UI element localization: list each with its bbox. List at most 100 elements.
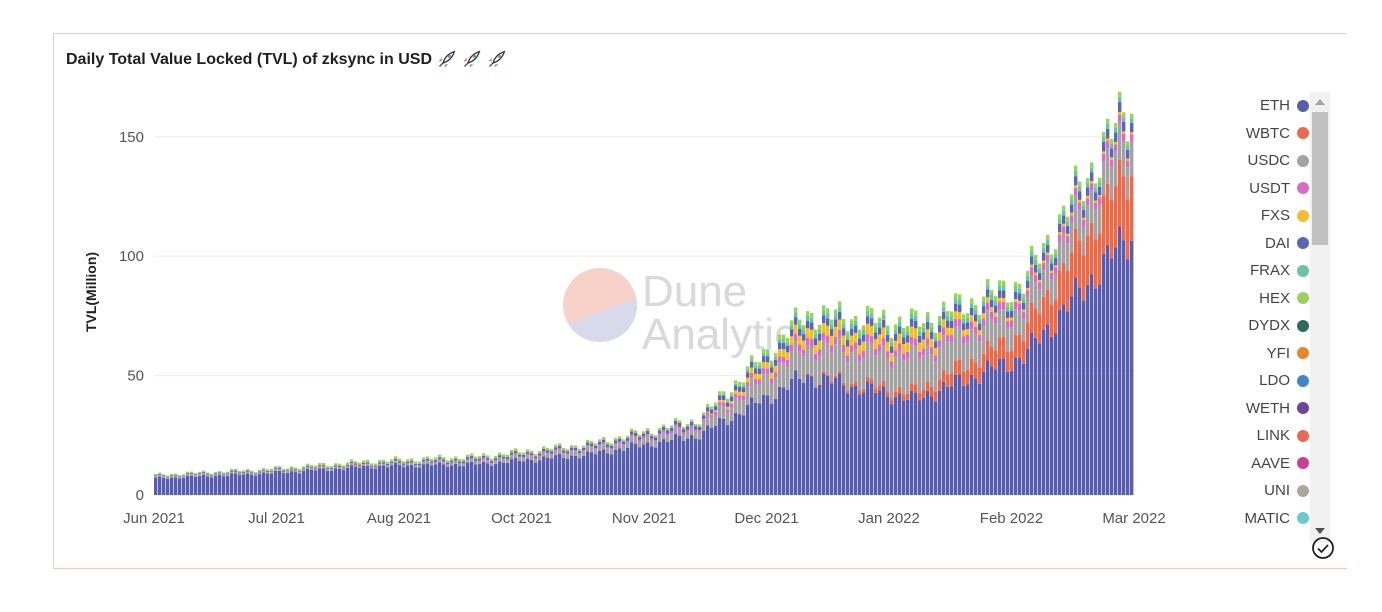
legend-item[interactable]: YFI <box>1199 340 1309 368</box>
bar-segment <box>1034 264 1038 273</box>
bar-segment <box>834 336 838 345</box>
bar-segment <box>658 433 662 436</box>
bar-segment <box>706 407 710 412</box>
legend-item[interactable]: WBTC <box>1199 120 1309 148</box>
bar-segment <box>746 386 750 405</box>
bar-segment <box>202 472 206 474</box>
bar-segment <box>290 468 294 470</box>
bar-segment <box>418 461 422 464</box>
bar-segment <box>270 469 274 471</box>
rocket-icon <box>488 50 506 68</box>
bar-segment <box>1098 284 1102 495</box>
bar-segment <box>366 465 370 495</box>
legend-item[interactable]: ETH <box>1199 92 1309 120</box>
bar-segment <box>902 337 906 345</box>
bar-segment <box>410 462 414 464</box>
bar-segment <box>198 471 202 474</box>
bar-segment <box>1098 233 1102 285</box>
bar-segment <box>1042 260 1046 263</box>
legend-swatch <box>1297 402 1309 415</box>
bar-segment <box>194 474 198 476</box>
bar-segment <box>418 467 422 495</box>
scroll-down-icon[interactable] <box>1315 528 1325 534</box>
bar-segment <box>322 468 326 495</box>
bar-segment <box>1058 241 1062 271</box>
legend-item[interactable]: FRAX <box>1199 257 1309 285</box>
bar-segment <box>1114 247 1118 495</box>
bar-segment <box>262 468 266 470</box>
bar-segment <box>1094 187 1098 193</box>
bar-segment <box>634 430 638 433</box>
bar-segment <box>1098 177 1102 183</box>
bar-segment <box>562 450 566 453</box>
legend-scrollbar[interactable] <box>1310 92 1330 542</box>
legend-item[interactable]: LINK <box>1199 422 1309 450</box>
bar-segment <box>1078 287 1082 495</box>
bar-segment <box>298 469 302 471</box>
bar-segment <box>542 446 546 449</box>
legend-item[interactable]: USDT <box>1199 175 1309 203</box>
bar-segment <box>1074 165 1078 171</box>
bar-segment <box>910 313 914 319</box>
bar-segment <box>1022 309 1026 312</box>
bar-segment <box>1058 214 1062 220</box>
legend-item[interactable]: UNI <box>1199 477 1309 505</box>
bar-segment <box>1126 149 1130 159</box>
bar-segment <box>486 457 490 460</box>
bar-segment <box>874 355 878 389</box>
bar-segment <box>974 309 978 315</box>
bar-segment <box>502 462 506 495</box>
legend-item[interactable]: WETH <box>1199 395 1309 423</box>
bar-segment <box>410 464 414 495</box>
bar-segment <box>310 467 314 469</box>
bar-segment <box>886 391 890 397</box>
bar-segment <box>586 445 590 447</box>
bar-segment <box>1026 290 1030 298</box>
bar-segment <box>550 453 554 455</box>
bar-segment <box>1082 226 1086 256</box>
bar-segment <box>774 377 778 399</box>
bar-segment <box>530 450 534 454</box>
legend-item[interactable]: DAI <box>1199 230 1309 258</box>
bar-segment <box>406 459 410 462</box>
bar-segment <box>290 469 294 472</box>
bar-segment <box>1126 259 1130 495</box>
bar-segment <box>1114 132 1118 142</box>
bar-segment <box>966 370 970 385</box>
bar-segment <box>222 475 226 477</box>
bar-segment <box>826 374 830 376</box>
bar-segment <box>1030 264 1034 268</box>
legend-item[interactable]: AAVE <box>1199 450 1309 478</box>
bar-segment <box>438 460 442 463</box>
bar-segment <box>998 285 1002 291</box>
bar-segment <box>442 461 446 463</box>
scroll-thumb[interactable] <box>1312 112 1328 245</box>
bar-segment <box>854 315 858 321</box>
bar-segment <box>366 460 370 463</box>
bar-segment <box>762 353 766 357</box>
bar-segment <box>230 472 234 474</box>
legend-item[interactable]: USDC <box>1199 147 1309 175</box>
bar-segment <box>430 458 434 462</box>
legend-item[interactable]: FXS <box>1199 202 1309 230</box>
legend-item[interactable]: LDO <box>1199 367 1309 395</box>
bar-segment <box>846 346 850 356</box>
bar-segment <box>694 426 698 430</box>
bar-segment <box>590 447 594 453</box>
bar-segment <box>238 472 242 474</box>
bar-segment <box>1030 251 1034 257</box>
bar-segment <box>814 353 818 361</box>
bar-segment <box>730 403 734 408</box>
bar-segment <box>790 325 794 330</box>
legend-item[interactable]: DYDX <box>1199 312 1309 340</box>
bar-segment <box>770 360 774 365</box>
bar-segment <box>766 395 770 495</box>
bar-segment <box>814 360 818 388</box>
legend-item[interactable]: HEX <box>1199 285 1309 313</box>
bar-segment <box>942 369 946 382</box>
x-tick-label: Jun 2021 <box>123 510 185 527</box>
legend-item[interactable]: MATIC <box>1199 505 1309 533</box>
legend-item[interactable]: stETH <box>1199 532 1309 540</box>
check-circle-icon[interactable] <box>1311 536 1335 560</box>
scroll-up-icon[interactable] <box>1315 99 1325 105</box>
